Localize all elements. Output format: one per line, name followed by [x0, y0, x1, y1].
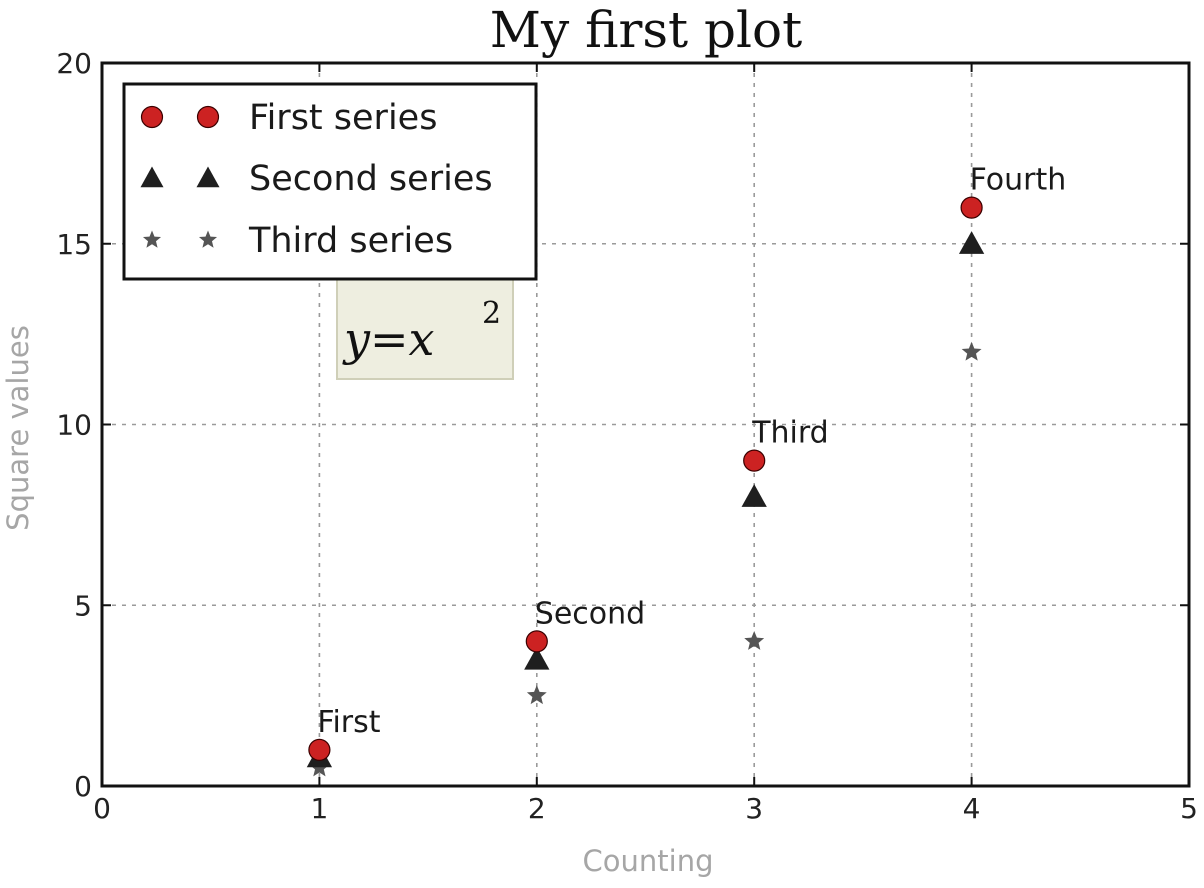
x-tick-label: 3: [745, 792, 763, 825]
point-annotation: Fourth: [970, 163, 1067, 198]
x-tick-label: 2: [528, 792, 546, 825]
legend-marker: [196, 105, 220, 129]
legend-marker: [140, 105, 164, 129]
point-annotation: First: [317, 705, 380, 740]
point-annotations: First Second Third Fourth: [317, 163, 1066, 740]
y-tick-label: 0: [74, 770, 92, 803]
data-markers: [306, 196, 985, 777]
x-axis-label: Counting: [583, 844, 714, 878]
legend-label: Second series: [249, 159, 493, 199]
legend-marker: [198, 230, 218, 248]
y-tick-label: 10: [56, 409, 92, 442]
x-tick-label: 0: [93, 792, 111, 825]
point-annotation: Third: [751, 416, 829, 451]
legend: First series Second series Third series: [122, 82, 538, 281]
star-point: [744, 630, 765, 650]
y-tick-label: 15: [56, 228, 92, 261]
circle-point: [525, 630, 548, 653]
legend-marker: [196, 166, 220, 188]
y-axis-label: Square values: [1, 325, 35, 531]
x-tick-label: 1: [310, 792, 328, 825]
y-axis-ticks: 0 5 10 15 20: [56, 47, 1189, 803]
triangle-point: [741, 484, 767, 507]
circle-point: [743, 449, 766, 472]
legend-box: [122, 82, 538, 281]
formula-box: [336, 278, 514, 380]
chart-title: My first plot: [490, 1, 802, 59]
legend-marker: [142, 230, 162, 248]
star-point: [961, 341, 982, 361]
y-tick-label: 5: [74, 589, 92, 622]
legend-label: First series: [249, 98, 437, 138]
circle-point: [960, 196, 983, 219]
x-tick-label: 4: [963, 792, 981, 825]
formula-annotation: y=x 2: [336, 278, 514, 380]
legend-label: Third series: [248, 221, 453, 261]
x-axis-ticks: 0 1 2 3 4 5: [93, 63, 1198, 825]
legend-marker: [140, 166, 164, 188]
y-tick-label: 20: [56, 47, 92, 80]
triangle-point: [958, 231, 985, 254]
star-point: [526, 685, 547, 705]
formula-exponent: 2: [482, 296, 501, 331]
x-tick-label: 5: [1180, 792, 1198, 825]
point-annotation: Second: [535, 596, 645, 631]
triangle-point: [524, 646, 550, 670]
formula-base: y=x: [342, 312, 435, 366]
circle-point: [308, 738, 331, 761]
